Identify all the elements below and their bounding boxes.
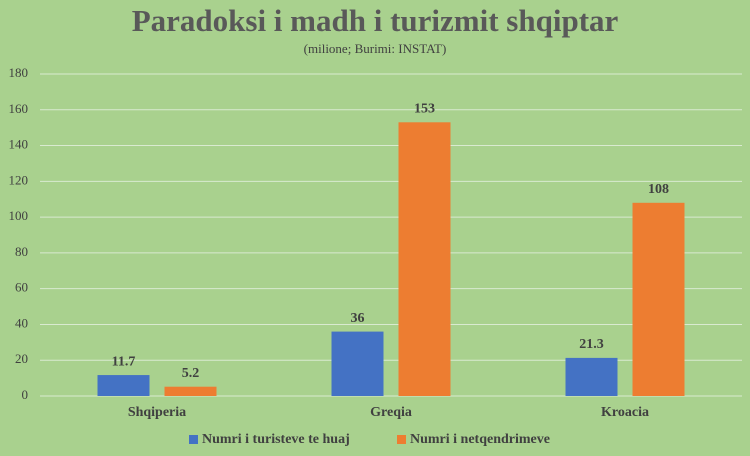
y-tick-label: 40 [15,315,28,330]
data-label: 11.7 [112,354,136,369]
x-tick-label: Greqia [370,405,412,420]
data-label: 153 [414,102,435,117]
data-label: 21.3 [579,337,604,352]
x-tick-label: Shqiperia [128,405,186,420]
bar [565,357,618,396]
legend-label: Numri i turisteve te huaj [202,432,350,447]
y-tick-label: 140 [9,137,29,152]
y-tick-label: 180 [9,65,29,80]
legend-label: Numri i netqendrimeve [410,432,550,447]
x-tick-label: Kroacia [601,405,649,420]
bar [632,202,685,396]
chart-title: Paradoksi i madh i turizmit shqiptar [132,3,619,38]
y-tick-label: 0 [22,387,29,402]
y-tick-label: 160 [9,101,29,116]
legend-swatch [189,435,198,444]
y-tick-label: 100 [9,208,29,223]
data-label: 5.2 [182,366,200,381]
chart-subtitle: (milione; Burimi: INSTAT) [304,41,447,56]
y-tick-label: 20 [15,351,28,366]
data-label: 108 [648,182,669,197]
legend-swatch [397,435,406,444]
bar [164,386,217,396]
bar [97,375,150,396]
y-tick-label: 80 [15,244,28,259]
y-tick-label: 120 [9,172,29,187]
bar [398,122,451,397]
bar [331,331,384,396]
data-label: 36 [351,311,365,326]
y-tick-label: 60 [15,280,28,295]
